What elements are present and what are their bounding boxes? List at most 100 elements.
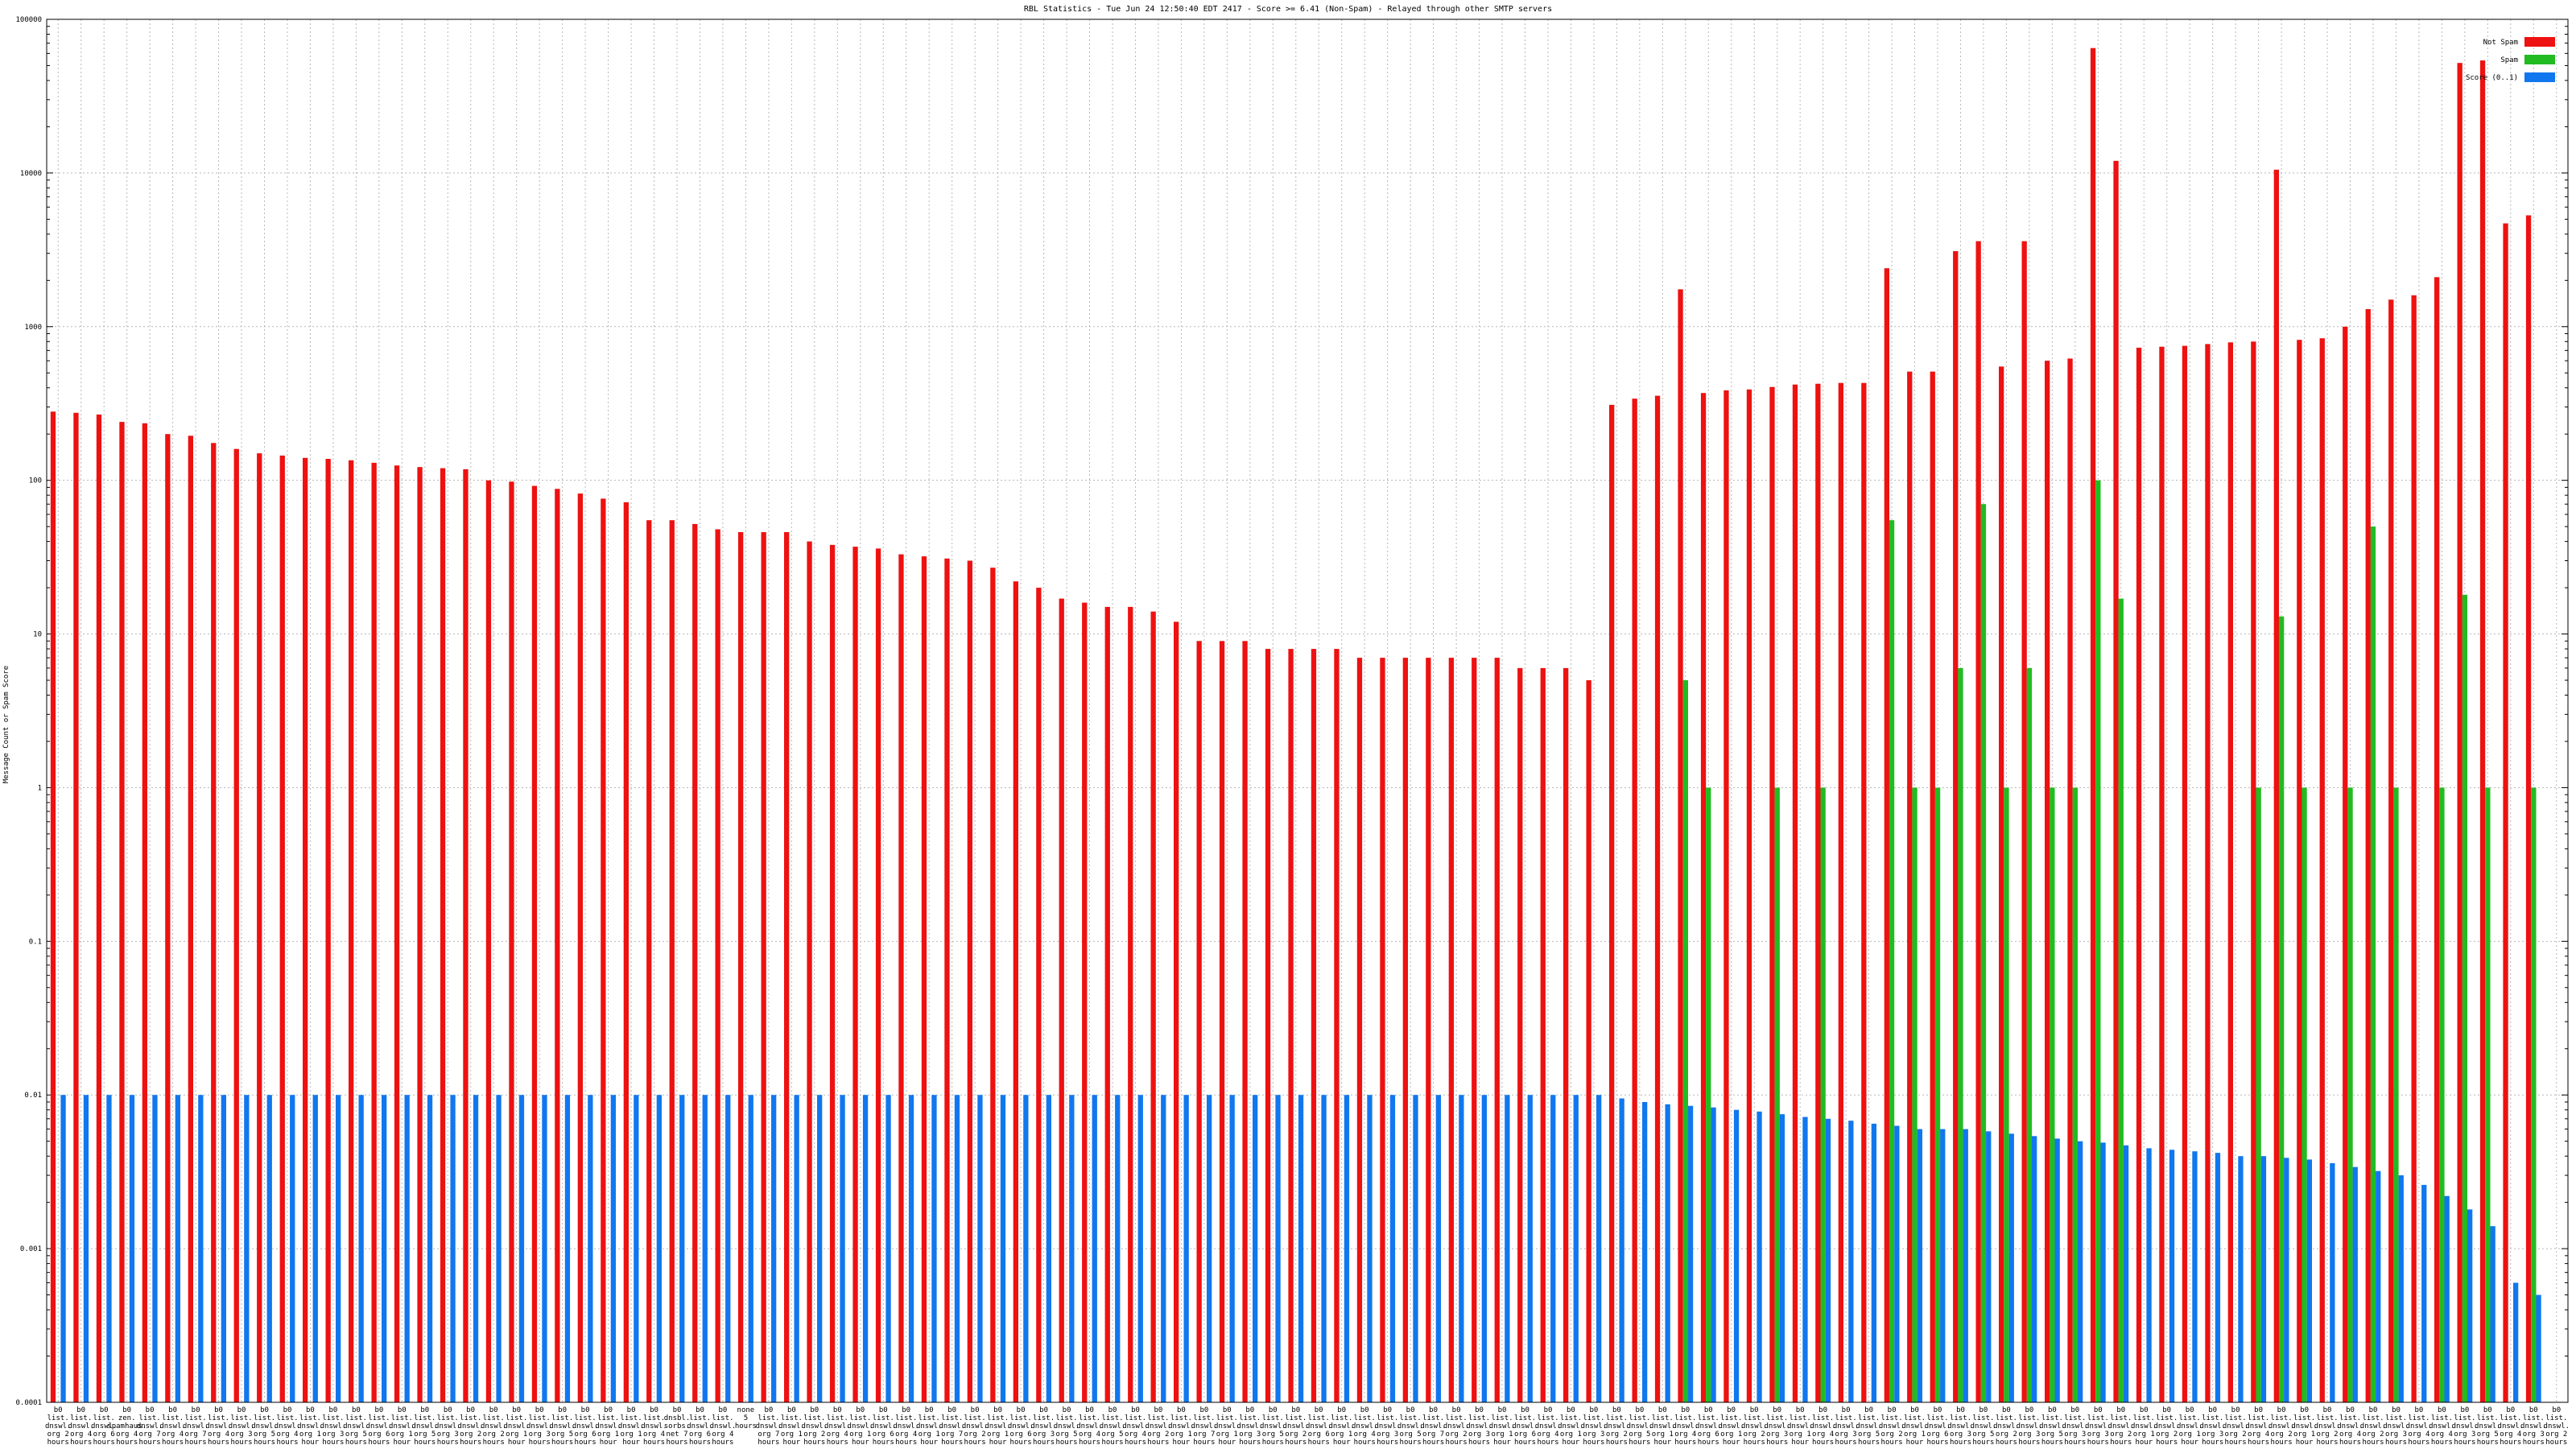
bar-score-0-1 — [1092, 1095, 1097, 1402]
bar-not-spam — [394, 465, 400, 1403]
bar-not-spam — [119, 422, 125, 1402]
bar-not-spam — [1288, 649, 1294, 1402]
bar-not-spam — [1426, 658, 1431, 1402]
bar-score-0-1 — [2306, 1159, 2312, 1402]
x-tick-label: b0 list. dnswl. org 7 hours — [137, 1406, 163, 1447]
bar-not-spam — [555, 489, 560, 1402]
bar-score-0-1 — [129, 1095, 135, 1402]
bar-not-spam — [1815, 383, 1821, 1403]
bar-score-0-1 — [358, 1095, 364, 1402]
y-tick-label: 100000 — [15, 16, 42, 24]
x-tick-label: b0 list. dnswl. org 3 hours — [229, 1406, 255, 1447]
bar-spam — [2485, 787, 2491, 1402]
x-tick-label: none 5 hours — [735, 1406, 757, 1430]
bar-not-spam — [1563, 667, 1569, 1402]
bar-not-spam — [2227, 342, 2233, 1402]
x-tick-label: b0 list. dnswl. org 1 hour — [595, 1406, 621, 1447]
bar-score-0-1 — [564, 1095, 571, 1402]
bar-not-spam — [1609, 404, 1615, 1402]
bar-not-spam — [990, 568, 996, 1403]
legend-swatch — [2524, 55, 2555, 64]
x-tick-label: b0 list. dnswl. org 4 hours — [1535, 1406, 1562, 1447]
x-tick-label: b0 list. dnswl. org 1 hour — [2177, 1406, 2203, 1447]
bar-not-spam — [303, 457, 308, 1402]
x-tick-label: b0 list. dnswl. org 1 hour — [1649, 1406, 1676, 1447]
x-tick-label: b0 list. dnswl. org 4 hours — [1673, 1406, 1699, 1447]
x-tick-label: b0 list. dnswl. org 6 hours — [1695, 1406, 1722, 1447]
bar-score-0-1 — [2146, 1148, 2152, 1402]
bar-not-spam — [646, 520, 652, 1403]
x-tick-label: b0 list. dnswl. org 4 hours — [205, 1406, 232, 1447]
bar-score-0-1 — [1963, 1129, 1968, 1402]
x-tick-label: b0 list. dnswl. org 2 hours — [45, 1406, 72, 1447]
x-tick-label: b0 list. dnswl. org 4 hours — [1122, 1406, 1149, 1447]
x-tick-label: b0 list. dnswl. org 5 hours — [2039, 1406, 2066, 1447]
bar-not-spam — [1861, 382, 1867, 1403]
bar-score-0-1 — [2398, 1175, 2404, 1402]
x-tick-label: b0 list. dnswl. org 5 hours — [1397, 1406, 1424, 1447]
bar-score-0-1 — [1000, 1095, 1006, 1402]
legend-label: Not Spam — [2483, 39, 2518, 47]
bar-score-0-1 — [1298, 1095, 1304, 1402]
bar-not-spam — [1838, 382, 1843, 1403]
x-tick-label: b0 list. dnswl. org 2 hours — [457, 1406, 484, 1447]
x-tick-label: b0 list. dnswl. org 1 hour — [778, 1406, 805, 1447]
bar-not-spam — [1402, 658, 1408, 1402]
bar-not-spam — [1472, 658, 1477, 1402]
x-tick-label: b0 list. dnswl. org 2 hours — [2314, 1406, 2341, 1447]
bar-score-0-1 — [1367, 1095, 1373, 1402]
x-tick-label: b0 list. dnswl. org 3 hours — [2452, 1406, 2479, 1447]
x-tick-label: b0 list. dnswl. org 6 hours — [687, 1406, 713, 1447]
x-tick-label: b0 list. dnswl. org 1 hour — [618, 1406, 645, 1447]
x-tick-label: b0 list. dnswl. org 3 hours — [1030, 1406, 1057, 1447]
x-tick-label: b0 list. dnswl. org 2 hours — [1443, 1406, 1470, 1447]
bar-score-0-1 — [290, 1095, 295, 1402]
x-tick-label: b0 list. dnswl. org 4 hours — [1810, 1406, 1836, 1447]
x-tick-label: b0 list. dnswl. org 2 hours — [1741, 1406, 1768, 1447]
x-tick-label: b0 list. dnswl. org 4 hours — [275, 1406, 301, 1447]
y-axis-label: Message Count or Spam Score — [2, 666, 10, 783]
bar-spam — [2531, 787, 2537, 1402]
y-axis-ticks: 0.0001 0.001 0.01 0.1 1 10 100 1000 10000 100000 — [15, 16, 2568, 1407]
x-axis-tick-labels: b0 list. dnswl. org 2 hours b0 list. dnswl. org … — [45, 1406, 2570, 1447]
bar-score-0-1 — [198, 1095, 204, 1402]
bar-score-0-1 — [1848, 1121, 1854, 1402]
x-tick-label: b0 list. dnswl. org 7 hours — [1191, 1406, 1218, 1447]
bar-score-0-1 — [2260, 1156, 2267, 1402]
bar-not-spam — [1953, 251, 1959, 1402]
bar-not-spam — [1517, 667, 1523, 1402]
x-tick-label: b0 list. dnswl. org 6 hours — [1306, 1406, 1332, 1447]
bars-layer — [50, 47, 2541, 1403]
bar-score-0-1 — [1435, 1095, 1441, 1402]
bar-score-0-1 — [1871, 1123, 1876, 1402]
y-tick-label: 1 — [38, 784, 42, 792]
x-tick-label: b0 list. dnswl. org 5 hours — [1971, 1406, 1997, 1447]
bar-score-0-1 — [2467, 1209, 2473, 1402]
bar-score-0-1 — [1573, 1095, 1579, 1402]
bar-score-0-1 — [1986, 1131, 1992, 1402]
x-tick-label: b0 list. dnswl. org 3 hours — [320, 1406, 347, 1447]
bar-score-0-1 — [610, 1095, 616, 1402]
x-tick-label: b0 list. dnswl. org 3 hours — [2383, 1406, 2409, 1447]
bar-not-spam — [1448, 658, 1454, 1402]
y-tick-label: 0.0001 — [15, 1399, 42, 1407]
y-tick-label: 0.01 — [24, 1092, 42, 1100]
x-tick-label: b0 list. dnswl. org 5 hours — [1054, 1406, 1080, 1447]
x-tick-label: b0 list. dnswl. org 1 hour — [2131, 1406, 2157, 1447]
bar-spam — [1958, 667, 1963, 1402]
bar-score-0-1 — [1687, 1105, 1694, 1402]
bar-not-spam — [875, 548, 881, 1402]
bar-not-spam — [1104, 606, 1110, 1402]
x-tick-label: b0 list. dnswl. org 2 hours — [1879, 1406, 1905, 1447]
bar-not-spam — [1334, 649, 1340, 1402]
x-tick-label: b0 list. dnswl. org 5 hours — [2475, 1406, 2501, 1447]
legend-label: Spam — [2500, 56, 2518, 64]
bar-not-spam — [2343, 326, 2348, 1402]
x-tick-label: b0 list. dnswl. org 4 hours — [2429, 1406, 2455, 1447]
bar-score-0-1 — [1344, 1095, 1350, 1402]
bar-not-spam — [1792, 384, 1798, 1403]
bar-score-0-1 — [2008, 1133, 2014, 1402]
bar-score-0-1 — [817, 1095, 823, 1402]
bar-score-0-1 — [2078, 1141, 2083, 1402]
bar-not-spam — [761, 532, 766, 1402]
